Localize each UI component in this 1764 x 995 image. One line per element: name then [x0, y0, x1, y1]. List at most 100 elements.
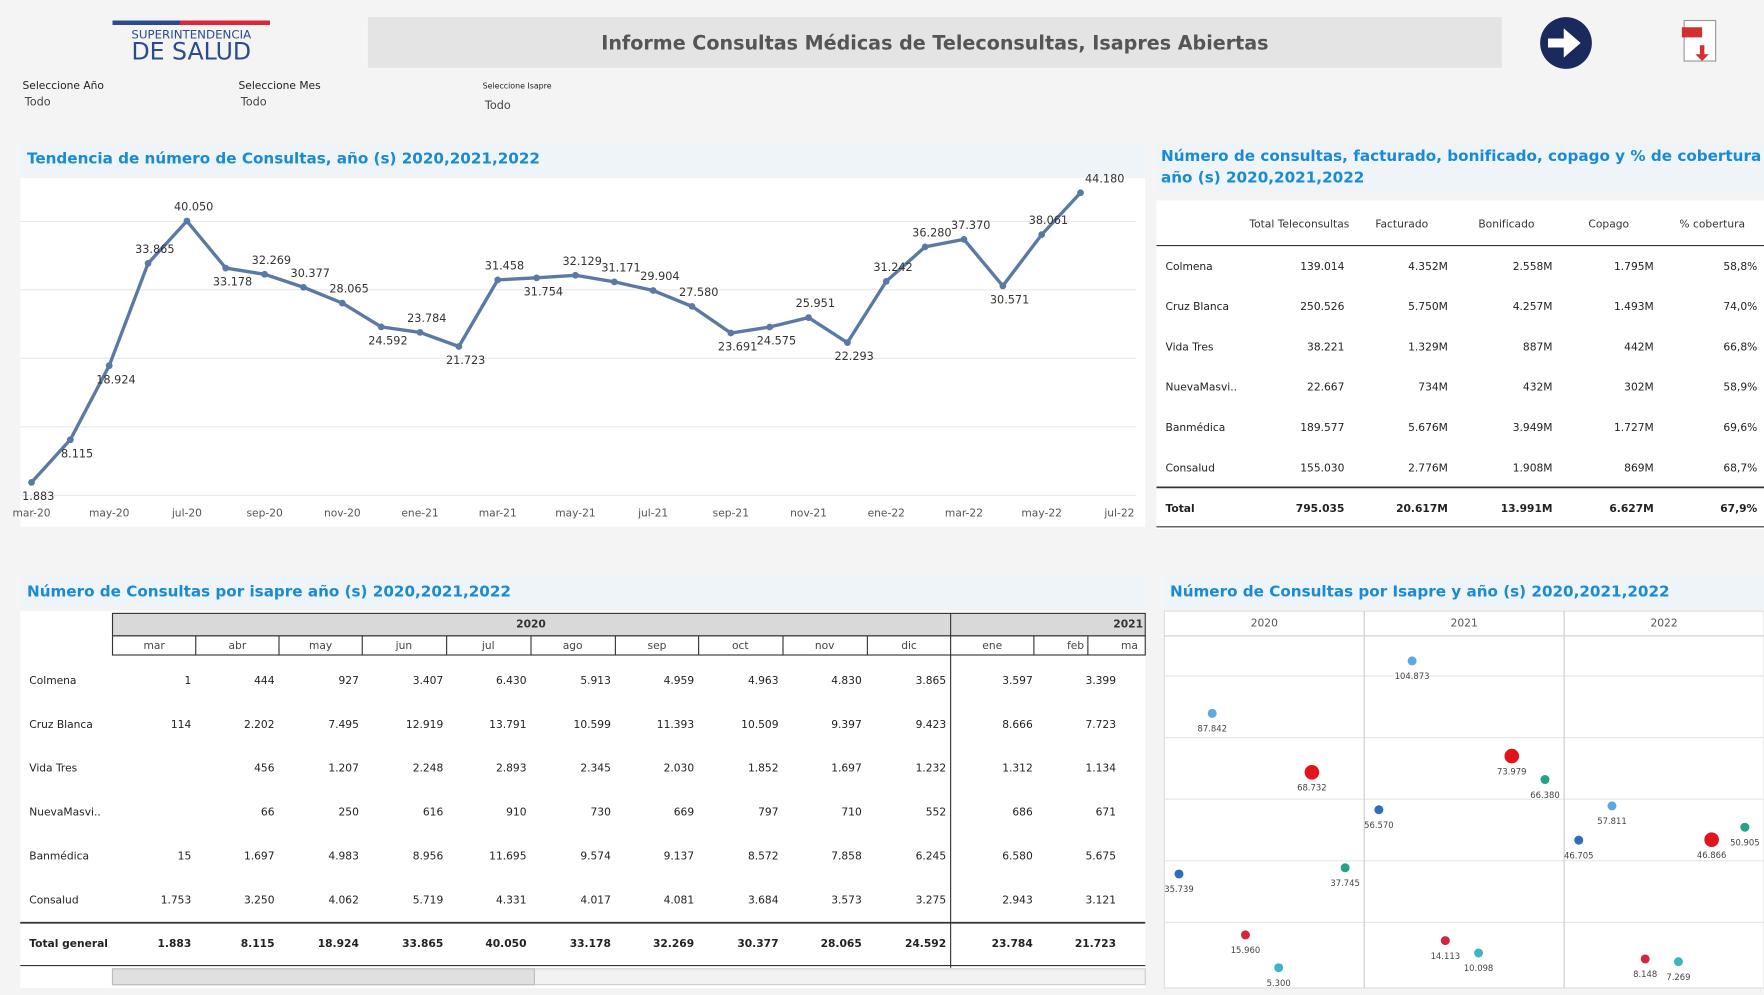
data-label: 104.873 — [1395, 671, 1430, 681]
cell: 2.030 — [664, 762, 695, 775]
cell: 1.795M — [1614, 260, 1654, 273]
cell: 1.207 — [328, 762, 359, 775]
cell: 4.017 — [580, 893, 611, 906]
data-label: 37.370 — [951, 219, 990, 232]
cell: 22.667 — [1307, 381, 1344, 394]
filter-value[interactable]: Todo — [240, 96, 267, 109]
cell: 6.627M — [1609, 502, 1653, 515]
data-label: 87.842 — [1197, 724, 1226, 734]
trend-title-bar — [20, 142, 1146, 176]
trend-point — [455, 343, 463, 350]
trend-point — [921, 243, 929, 251]
cell: 58,9% — [1723, 381, 1757, 394]
month-label: oct — [732, 639, 749, 652]
trend-point — [222, 264, 230, 272]
cell: 13.791 — [489, 718, 526, 731]
data-label: 32.129 — [563, 255, 602, 268]
trend-point — [183, 217, 191, 225]
cell: 68,7% — [1723, 461, 1757, 474]
cell: 155.030 — [1300, 461, 1344, 474]
cell: 15 — [178, 849, 192, 862]
data-label: 40.050 — [174, 201, 213, 214]
scatter-point — [1274, 963, 1284, 973]
filter-value[interactable]: Todo — [484, 99, 511, 112]
column-header-box: % cobertura — [1679, 218, 1746, 231]
trend-line — [30, 191, 1082, 484]
column-header-box: Total Teleconsultas — [1249, 219, 1349, 231]
x-tick-label: may-20 — [89, 506, 130, 519]
data-label: 8.148 — [1633, 969, 1657, 979]
cell: 4.959 — [664, 674, 695, 687]
trend-point — [533, 274, 540, 282]
filter-value[interactable]: Todo — [24, 96, 51, 109]
cell: 20.617M — [1396, 502, 1448, 515]
row-label: Cruz Blanca — [29, 718, 93, 731]
scatter-point — [1440, 936, 1450, 946]
cell: 58,8% — [1723, 260, 1757, 273]
cell: 7.858 — [831, 849, 862, 862]
column-header: % cobertura — [1679, 218, 1746, 231]
cell: 1 — [184, 674, 191, 687]
data-label: 5.300 — [1267, 978, 1291, 988]
filter-label[interactable]: Seleccione Isapre — [483, 81, 552, 90]
x-tick-label: mar-22 — [945, 506, 983, 519]
trend-point — [1038, 231, 1046, 239]
data-label: 1.883 — [22, 490, 54, 503]
logo-bar — [112, 20, 270, 25]
cell: 3.121 — [1085, 893, 1116, 906]
data-label: 8.115 — [61, 447, 93, 460]
cell: 5.719 — [413, 893, 444, 906]
month-label: abr — [229, 639, 247, 652]
row-label: Total — [1166, 502, 1195, 515]
row-label: Cruz Blanca — [1166, 300, 1230, 313]
cell: 3.949M — [1513, 421, 1553, 434]
isapre-title-bar — [20, 575, 1146, 609]
trend-point — [649, 287, 657, 294]
scatter-point — [1340, 863, 1350, 873]
trend-point — [999, 282, 1007, 290]
trend-point — [28, 478, 35, 486]
cell: 3.597 — [1002, 674, 1033, 687]
cell: 2.943 — [1002, 893, 1033, 906]
scatter-point — [1504, 748, 1520, 764]
filter-label[interactable]: Seleccione Mes — [239, 79, 322, 92]
trend-point — [766, 323, 774, 331]
filter-label[interactable]: Seleccione Año — [23, 79, 104, 92]
scatter-point — [1640, 954, 1650, 964]
cell: 10.509 — [741, 718, 779, 731]
trend-title: Tendencia de número de Consultas, año (s… — [27, 149, 540, 167]
month-label: feb — [1067, 639, 1084, 652]
data-label: 30.571 — [990, 294, 1029, 307]
scrollbar-thumb[interactable] — [111, 968, 535, 986]
data-label: 21.723 — [446, 354, 485, 367]
cell: 5.913 — [580, 674, 611, 687]
cell: 302M — [1624, 381, 1654, 394]
month-label: ene — [982, 639, 1002, 652]
cell: 189.577 — [1300, 421, 1344, 434]
cell: 1.312 — [1002, 762, 1033, 775]
cell: 21.723 — [1075, 937, 1116, 950]
row-label: Consalud — [29, 893, 78, 906]
scatter-point — [1574, 835, 1584, 845]
trend-point — [300, 283, 307, 291]
cell: 4.983 — [328, 849, 359, 862]
row-label: NuevaMasvi.. — [29, 806, 101, 819]
cell: 1.908M — [1513, 461, 1553, 474]
cell: 3.573 — [831, 893, 862, 906]
cell: 9.423 — [916, 718, 947, 731]
cell: 1.232 — [916, 762, 947, 775]
cell: 8.572 — [748, 849, 779, 862]
summary-body — [1156, 200, 1764, 529]
cell: 13.991M — [1501, 502, 1553, 515]
cell: 250 — [339, 806, 360, 819]
data-label: 32.269 — [252, 254, 291, 267]
scatter-title: Número de Consultas por Isapre y año (s)… — [1170, 583, 1670, 601]
cell: 11.695 — [489, 849, 526, 862]
cell: 2.202 — [244, 718, 275, 731]
cell: 734M — [1418, 381, 1448, 394]
logo-bottom: DE SALUD — [131, 38, 251, 66]
data-label: 31.458 — [485, 259, 524, 272]
cell: 456 — [254, 762, 275, 775]
cell: 69,6% — [1723, 421, 1757, 434]
cell: 869M — [1624, 461, 1654, 474]
